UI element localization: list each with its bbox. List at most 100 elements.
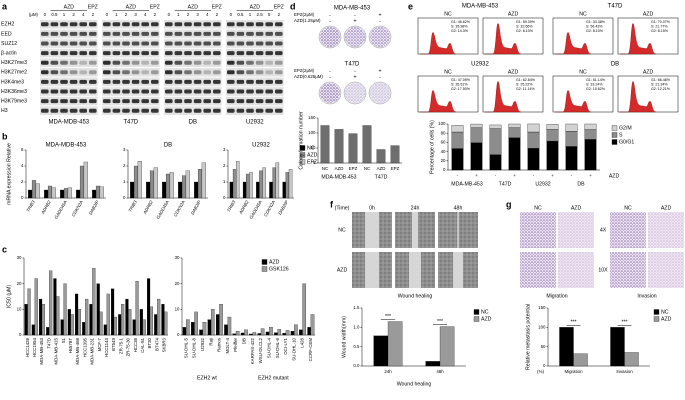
- bar-segment: [584, 129, 597, 140]
- y-tick-label: 10: [17, 306, 22, 311]
- y-tick-label: 1.5: [353, 305, 360, 310]
- blot-band: [89, 60, 97, 65]
- bar: [362, 125, 372, 164]
- blot-band: [265, 22, 273, 27]
- blot-band: [122, 108, 130, 113]
- x-tick-label: HCC1143: [104, 337, 109, 357]
- treatment: EPZ: [150, 4, 160, 10]
- x-tick-label: T47D: [46, 338, 51, 349]
- bar: [232, 333, 237, 336]
- bar: [285, 330, 290, 336]
- y-tick-label: 60: [441, 140, 446, 145]
- blot-band: [69, 89, 78, 94]
- dose: 3: [196, 12, 199, 17]
- blot-band: [213, 99, 221, 104]
- blot-band: [131, 41, 140, 46]
- x-tick-label: GADD45A: [248, 200, 263, 220]
- bar: [610, 327, 625, 367]
- bar: [110, 288, 115, 336]
- blot-band: [41, 108, 49, 113]
- blot-strip: [164, 96, 222, 106]
- blot-strip: [226, 48, 284, 58]
- bar: [252, 332, 257, 336]
- bar: [307, 327, 311, 336]
- blot-band: [112, 31, 121, 36]
- bar: [106, 293, 110, 336]
- blot-band: [112, 79, 121, 84]
- stat: S: 56.43%: [586, 24, 603, 28]
- stat: G2: 17.50%: [451, 87, 471, 91]
- blot-band: [122, 60, 130, 65]
- panel-label: AZD: [643, 69, 654, 75]
- bar: [387, 321, 403, 367]
- blot-band: [203, 70, 211, 75]
- bar: [269, 327, 273, 336]
- x-tick-label: CCRF-CEM: [308, 338, 313, 362]
- treatment: AZD: [64, 4, 75, 10]
- blot-strip: [226, 58, 284, 67]
- legend-swatch: [299, 145, 306, 151]
- blot-band: [227, 51, 235, 56]
- bar: [288, 169, 293, 199]
- blot-band: [227, 70, 235, 75]
- bar: [373, 335, 389, 367]
- dose: 5: [268, 12, 271, 17]
- x-tick-label: -: [457, 173, 459, 178]
- legend-swatch: [299, 159, 306, 165]
- bar-segment: [451, 131, 464, 149]
- bar: [439, 326, 455, 367]
- blot-band: [69, 60, 78, 65]
- blot-strip: [40, 77, 98, 87]
- stat: G2: 8.15%: [651, 29, 669, 33]
- bar: [310, 314, 315, 336]
- group-title: T47D: [608, 4, 623, 10]
- panel-label: a: [2, 1, 8, 11]
- blot-band: [227, 31, 235, 36]
- panel-label: d: [290, 1, 296, 11]
- bar: [274, 332, 278, 336]
- blot-band: [275, 99, 283, 104]
- x-tick-label: DAB2IP: [190, 200, 202, 216]
- x-tick-label: SKBR3: [162, 337, 167, 352]
- y-tick-label: 100: [538, 324, 546, 329]
- x-tick-label: TRIB3: [25, 199, 36, 213]
- y-tick-label: 3: [123, 147, 126, 152]
- blot-strip: [164, 48, 222, 58]
- blot-band: [79, 41, 87, 46]
- blot-band: [89, 70, 97, 75]
- blot-band: [246, 51, 254, 56]
- group-label: MDA-MDB-453: [321, 174, 356, 180]
- dose: 3: [134, 12, 137, 17]
- bar-segment: [546, 124, 559, 130]
- bar: [74, 293, 79, 336]
- blot-band: [236, 31, 245, 36]
- blot-band: [112, 89, 121, 94]
- y-tick-label: 2: [223, 163, 226, 168]
- colonies: [345, 27, 365, 47]
- y-tick-label: 6: [21, 147, 24, 152]
- x-tick-label: NC: [322, 166, 328, 171]
- blot-band: [275, 60, 283, 65]
- blot-band: [60, 79, 68, 84]
- blot-strip: [164, 106, 222, 115]
- x-tick-label: 24h: [384, 369, 392, 374]
- blot-band: [165, 108, 173, 113]
- blot-band: [236, 51, 245, 56]
- x-tick-label: WSU-DLCL2: [258, 337, 263, 363]
- bar: [34, 278, 38, 336]
- bar: [573, 353, 588, 367]
- bar: [169, 172, 174, 199]
- y-tick-label: 20: [441, 158, 446, 163]
- bar-segment: [565, 131, 578, 147]
- bar: [185, 170, 190, 199]
- blot-band: [184, 60, 192, 65]
- blot-band: [41, 31, 49, 36]
- bar-segment: [527, 148, 540, 171]
- sign: +: [378, 68, 381, 74]
- blot-band: [255, 51, 264, 56]
- chart-title: U2932: [252, 143, 270, 149]
- x-tick-label: ADRB2: [142, 199, 154, 216]
- sign: +: [378, 12, 381, 18]
- y-axis-label: Wound width(mm): [341, 316, 347, 358]
- blot-band: [50, 99, 59, 104]
